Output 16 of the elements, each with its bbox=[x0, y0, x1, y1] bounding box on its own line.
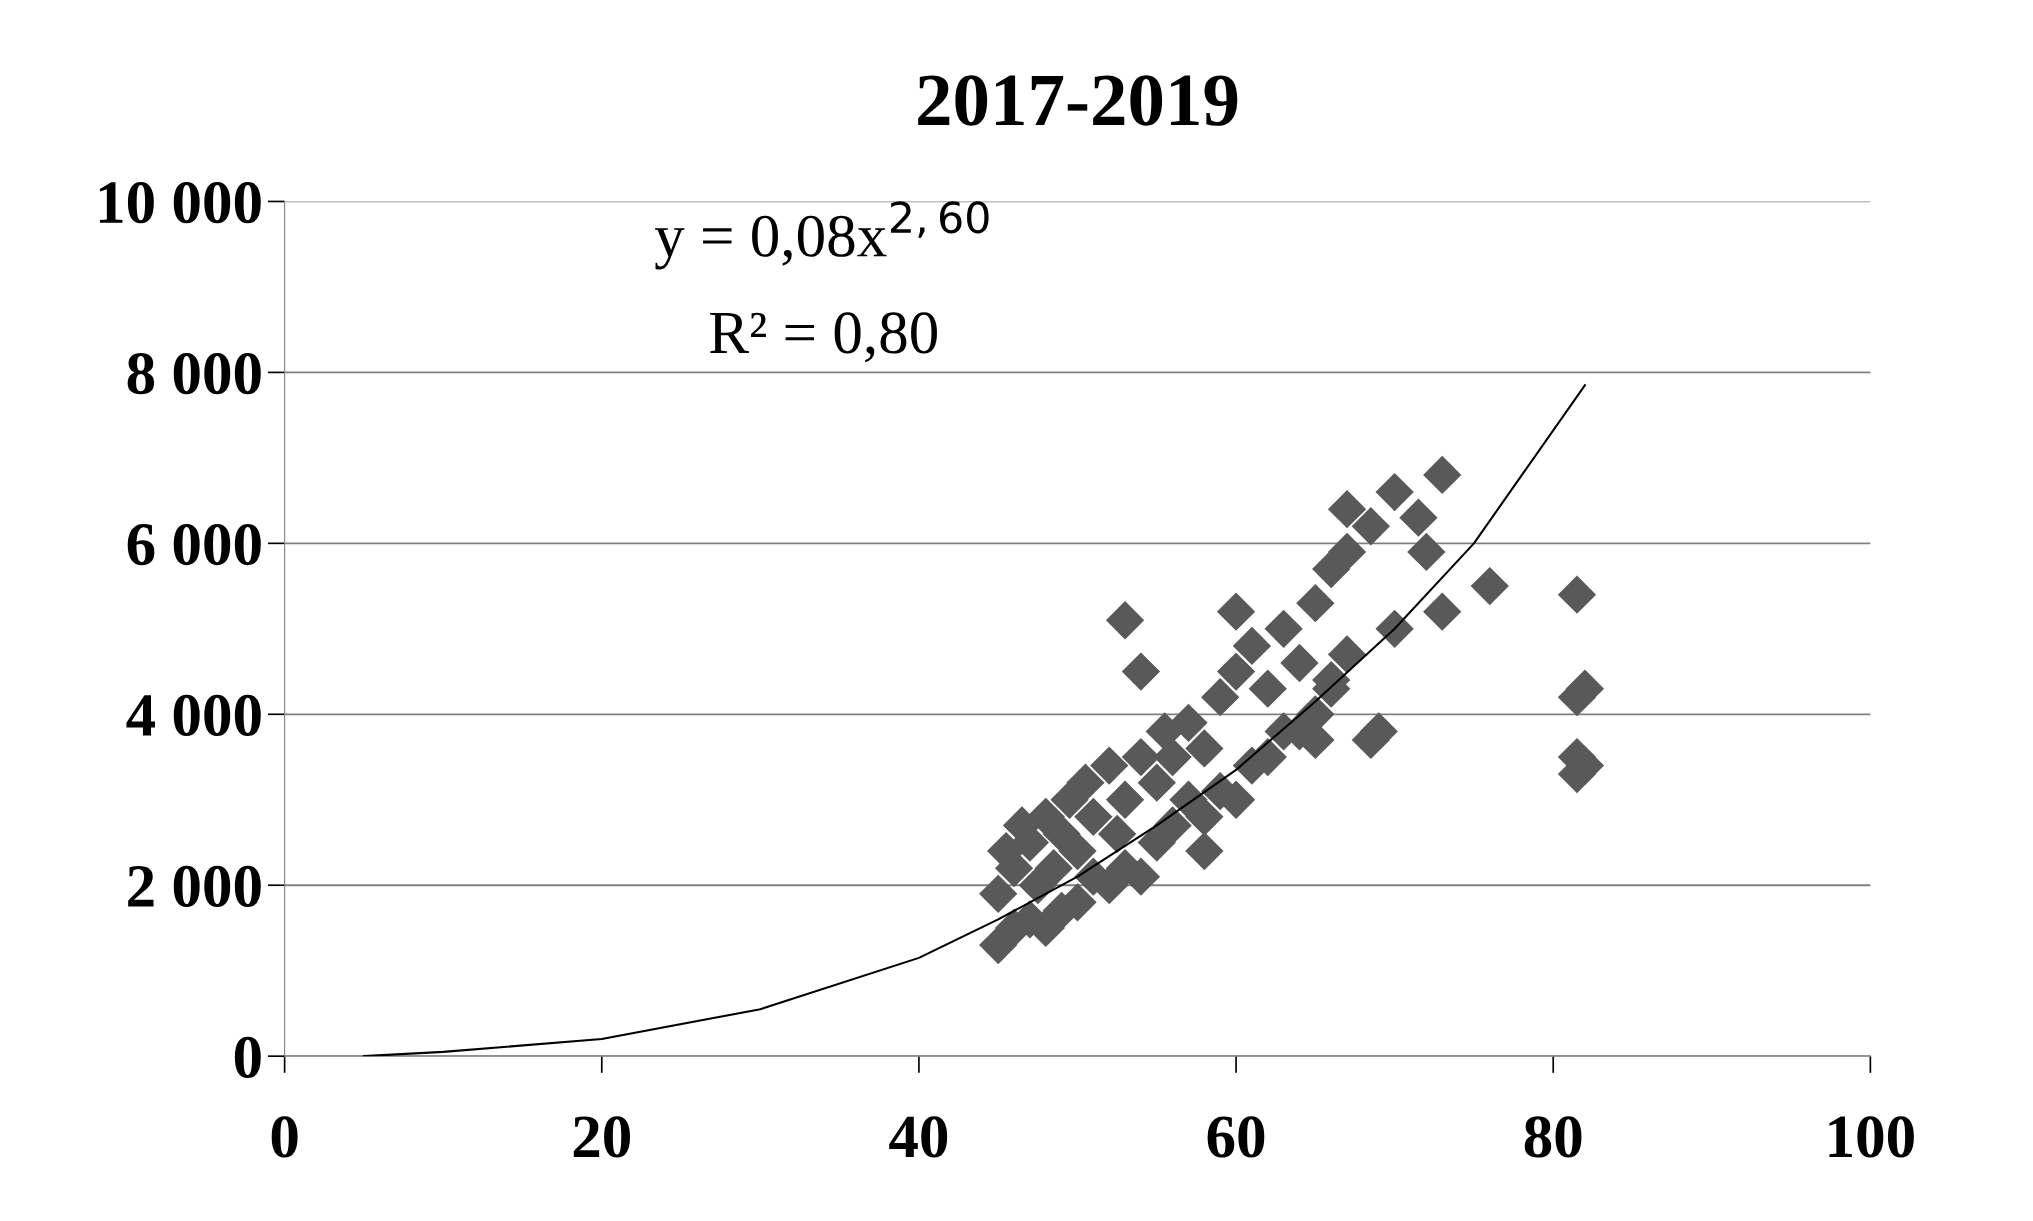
annotation: y = 0,08x$^{2,60}$ bbox=[654, 201, 989, 270]
y-tick-label: 4 000 bbox=[126, 694, 261, 737]
y-tick-label: 6 000 bbox=[127, 523, 261, 566]
y-tick-label: 2 000 bbox=[128, 865, 261, 908]
chart-title: 2017-2019 bbox=[918, 75, 1238, 126]
x-tick-label: 20 bbox=[573, 1116, 630, 1158]
y-tick-label: 0 bbox=[234, 1036, 261, 1078]
y-tick-label: 10 000 bbox=[99, 182, 261, 224]
x-tick-label: 0 bbox=[271, 1116, 298, 1158]
x-tick-label: 40 bbox=[889, 1116, 948, 1158]
y-tick-label: 8 000 bbox=[127, 352, 261, 395]
x-tick-label: 80 bbox=[1524, 1116, 1582, 1158]
line-series bbox=[362, 384, 1586, 1057]
x-tick-label: 100 bbox=[1829, 1116, 1914, 1158]
x-tick-label: 60 bbox=[1207, 1116, 1265, 1158]
annotation: R² = 0,80 bbox=[710, 312, 937, 363]
